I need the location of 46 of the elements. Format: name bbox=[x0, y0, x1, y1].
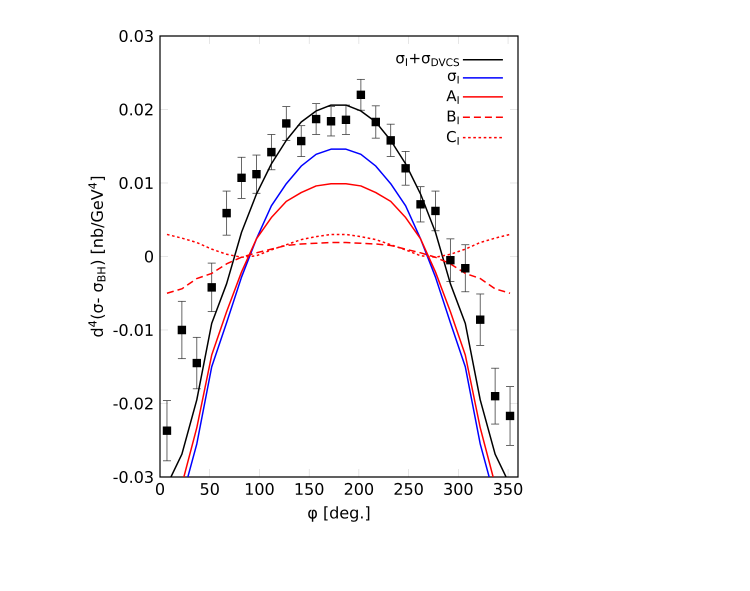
x-tick-label: 250 bbox=[394, 482, 423, 496]
x-axis-title: φ [deg.] bbox=[308, 506, 370, 522]
legend-label: σ$_{I}$ bbox=[448, 72, 459, 84]
point bbox=[386, 136, 395, 145]
point bbox=[342, 116, 350, 124]
point bbox=[326, 117, 336, 126]
y-tick-label: 0.02 bbox=[120, 103, 152, 116]
point bbox=[297, 136, 306, 146]
point bbox=[506, 412, 514, 420]
x-tick-label: 200 bbox=[344, 482, 374, 496]
point bbox=[476, 316, 484, 324]
point bbox=[312, 114, 320, 124]
x-tick-label: 0 bbox=[156, 482, 164, 496]
x-tick-label: 350 bbox=[494, 482, 522, 496]
x-tick-label: 50 bbox=[200, 482, 219, 496]
point bbox=[178, 326, 186, 334]
point bbox=[222, 208, 231, 218]
x-tick-label: 150 bbox=[296, 482, 324, 496]
point bbox=[416, 200, 425, 209]
point bbox=[490, 392, 500, 400]
point bbox=[208, 283, 216, 292]
legend-label: B$_{I}$ bbox=[448, 110, 459, 124]
point bbox=[162, 426, 172, 435]
point bbox=[431, 206, 440, 216]
point bbox=[461, 264, 470, 272]
legend-label: C$_{I}$ bbox=[446, 130, 459, 145]
legend-label: A$_{I}$ bbox=[446, 90, 459, 104]
y-tick-label: -0.03 bbox=[113, 470, 153, 484]
x-tick-label: 300 bbox=[444, 482, 473, 496]
y-tick-label: 0.01 bbox=[120, 176, 153, 190]
y-axis-title: d$^{4}$(σ- σ$_{BH}$) [nb/GeV$^{4}$] bbox=[88, 176, 106, 337]
point bbox=[372, 118, 380, 126]
x-tick-label: 100 bbox=[246, 482, 274, 496]
y-tick-label: 0.03 bbox=[120, 30, 153, 42]
y-tick-label: -0.02 bbox=[113, 397, 152, 410]
point bbox=[401, 164, 410, 172]
point bbox=[282, 119, 290, 128]
point bbox=[192, 358, 201, 368]
legend-label: σ$_{I}$+σ$_{DVCS}$ bbox=[396, 54, 460, 66]
point bbox=[267, 148, 276, 156]
y-tick-label: -0.01 bbox=[113, 324, 153, 336]
point bbox=[252, 170, 261, 178]
point bbox=[356, 90, 366, 99]
point bbox=[446, 256, 455, 264]
y-tick-label: 0 bbox=[144, 250, 154, 263]
point bbox=[237, 174, 246, 182]
